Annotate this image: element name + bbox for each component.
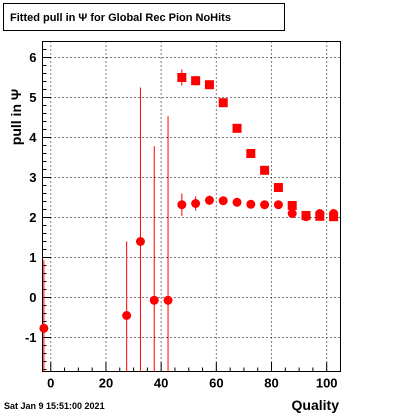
tick-labels: 0 20 40 60 80 100 -1 0 1 2 3 4 5 6 <box>25 50 338 391</box>
square-marker <box>177 73 187 82</box>
y-tick-label: 4 <box>29 130 37 145</box>
circle-marker <box>39 323 49 333</box>
circle-marker <box>246 199 256 209</box>
circle-marker <box>191 199 201 208</box>
x-tick-label: 80 <box>264 376 278 391</box>
circle-marker <box>273 200 283 210</box>
x-tick-label: 0 <box>47 376 54 391</box>
plot-frame <box>42 41 341 372</box>
error-bars <box>43 69 335 372</box>
circle-marker <box>287 209 297 218</box>
square-marker <box>218 98 228 108</box>
square-marker <box>273 183 283 192</box>
y-tick-label: 3 <box>29 170 36 185</box>
square-marker <box>191 76 201 86</box>
x-tick-label: 100 <box>316 376 338 391</box>
x-tick-label: 20 <box>99 376 113 391</box>
circle-marker <box>301 212 311 222</box>
axis-ticks <box>42 49 341 372</box>
square-marker <box>287 201 297 210</box>
square-marker <box>232 123 242 133</box>
grid <box>42 41 341 372</box>
circle-marker <box>204 195 214 205</box>
y-tick-label: -1 <box>25 330 37 345</box>
y-tick-label: 1 <box>29 250 36 265</box>
chart-title: Fitted pull in Ψ for Global Rec Pion NoH… <box>10 12 231 24</box>
square-marker <box>246 149 256 158</box>
title-box: Fitted pull in Ψ for Global Rec Pion NoH… <box>3 3 285 31</box>
y-axis-title: pull in Ψ <box>8 89 24 145</box>
x-tick-label: 60 <box>209 376 223 391</box>
circle-marker <box>232 197 242 207</box>
x-axis-title: Quality <box>292 397 340 413</box>
circle-marker <box>122 311 132 320</box>
circle-marker <box>260 200 270 210</box>
date-stamp: Sat Jan 9 15:51:00 2021 <box>4 401 105 411</box>
y-tick-label: 2 <box>29 210 36 225</box>
square-marker <box>260 165 270 175</box>
circle-marker <box>329 209 339 218</box>
circle-marker <box>218 196 228 206</box>
y-tick-label: 0 <box>29 290 36 305</box>
circle-marker <box>177 200 187 210</box>
markers <box>39 73 339 333</box>
x-tick-label: 40 <box>154 376 168 391</box>
circle-marker <box>163 295 173 305</box>
plot-area: 0 20 40 60 80 100 -1 0 1 2 3 4 5 6 <box>25 41 341 391</box>
circle-marker <box>149 295 159 305</box>
y-tick-label: 5 <box>29 90 36 105</box>
square-marker <box>204 80 214 90</box>
circle-marker <box>135 237 145 246</box>
y-tick-label: 6 <box>29 50 36 65</box>
circle-marker <box>315 209 325 218</box>
